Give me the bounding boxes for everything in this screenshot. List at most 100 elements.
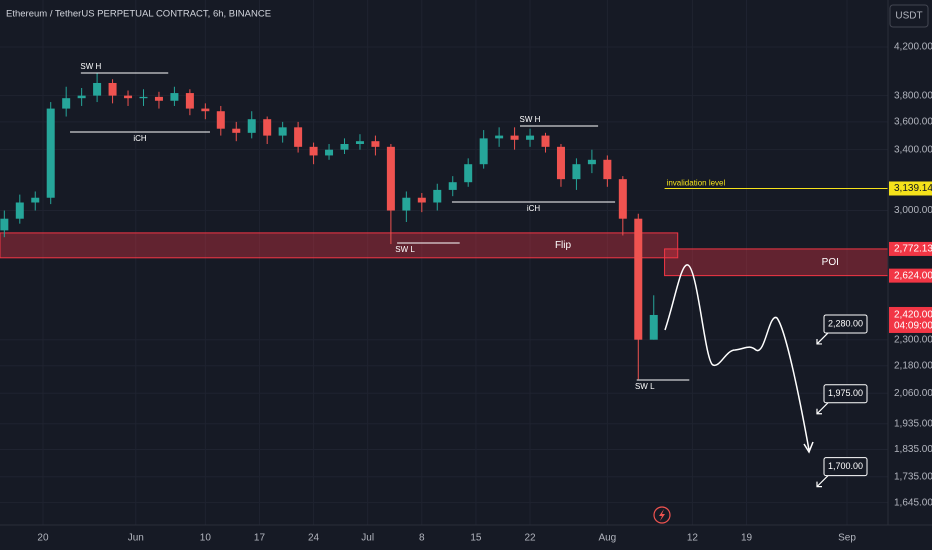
x-tick-label: 19	[741, 533, 753, 544]
candle-body	[77, 95, 86, 99]
zone-price-label: 2,624.00	[894, 270, 932, 281]
candle-body	[325, 149, 334, 156]
swing-label: iCH	[527, 204, 541, 213]
candle-body	[15, 202, 24, 219]
candle-body	[371, 141, 380, 147]
candle-body	[294, 127, 303, 147]
candle-body	[0, 218, 9, 231]
candle-body	[556, 146, 565, 180]
y-tick-label: 1,935.00	[894, 418, 932, 429]
candle-body	[587, 159, 596, 165]
countdown-label: 04:09:00	[894, 321, 932, 332]
candle-body	[201, 108, 210, 112]
target-box	[823, 457, 868, 477]
candle-body	[62, 98, 71, 109]
candle-body	[232, 128, 241, 133]
candle-body	[216, 111, 225, 129]
y-tick-label: 1,735.00	[894, 471, 932, 482]
zone-price-box	[889, 268, 932, 283]
target-arrow	[816, 402, 829, 415]
zones: Flip POI	[0, 232, 889, 277]
zone	[0, 232, 679, 259]
swing-label: SW H	[520, 115, 541, 124]
target-box	[823, 314, 868, 334]
candle-body	[355, 141, 364, 144]
candle-body	[139, 96, 148, 99]
candle-body	[46, 108, 55, 198]
candle-body	[448, 182, 457, 190]
swing-label: SW H	[80, 62, 101, 71]
target-arrowhead	[816, 408, 822, 415]
grid	[0, 0, 888, 525]
zone-label: Flip	[555, 240, 572, 251]
candle-body	[618, 179, 627, 219]
candle-body	[124, 95, 133, 99]
y-tick-label: 2,180.00	[894, 360, 932, 371]
x-tick-label: Sep	[838, 533, 856, 544]
x-tick-label: Aug	[598, 533, 616, 544]
y-tick-label: 2,060.00	[894, 388, 932, 399]
x-tick-label: 10	[200, 533, 212, 544]
candle-body	[541, 135, 550, 147]
level-name: invalidation level	[667, 179, 726, 188]
candle-body	[278, 127, 287, 136]
last-price-box	[889, 306, 932, 333]
candle-body	[263, 119, 272, 136]
x-tick-label: 20	[37, 533, 49, 544]
target-arrowhead	[816, 481, 822, 488]
projection-path	[664, 264, 810, 451]
zone-price-label: 2,772.13	[894, 244, 932, 255]
y-tick-label: 2,300.00	[894, 334, 932, 345]
candle-body	[402, 197, 411, 211]
zone-price-box	[889, 241, 932, 256]
level-price-label: 3,139.14	[894, 183, 932, 194]
x-tick-label: 12	[687, 533, 699, 544]
candle-body	[433, 189, 442, 203]
candle-body	[649, 314, 658, 340]
target-arrow	[816, 332, 829, 345]
x-tick-label: 22	[524, 533, 536, 544]
x-tick-label: 17	[254, 533, 266, 544]
unit-button[interactable]	[889, 4, 929, 28]
y-tick-label: 3,400.00	[894, 144, 932, 155]
candle-body	[464, 164, 473, 183]
annotations: SW H iCH SW L SW H iCH SW L invalidation level…	[70, 62, 888, 488]
x-tick-label: 8	[419, 533, 425, 544]
candle-body	[170, 93, 179, 101]
candle-body	[495, 135, 504, 139]
target-label: 1,975.00	[828, 388, 863, 398]
candle-body	[154, 96, 163, 101]
x-tick-label: 24	[308, 533, 320, 544]
candle-body	[526, 135, 535, 140]
target-box	[823, 384, 868, 404]
candle-body	[603, 159, 612, 180]
zone-label: POI	[822, 257, 839, 268]
y-tick-label: 1,835.00	[894, 444, 932, 455]
candle-body	[185, 93, 194, 109]
y-tick-label: 3,800.00	[894, 90, 932, 101]
y-tick-label: 1,645.00	[894, 497, 932, 508]
last-price-label: 2,420.00	[894, 310, 932, 321]
candle-body	[479, 138, 488, 165]
candle-body	[572, 164, 581, 180]
candle-body	[247, 119, 256, 133]
candle-body	[108, 82, 117, 96]
candle-body	[340, 143, 349, 150]
candle-body	[417, 197, 426, 203]
candle-body	[510, 135, 519, 140]
candle-body	[31, 197, 40, 203]
x-tick-label: Jul	[361, 533, 374, 544]
projection-arrowhead	[803, 441, 814, 454]
swing-label: SW L	[395, 245, 415, 254]
target-arrow	[816, 475, 829, 488]
candle-body	[386, 146, 395, 211]
level-price-box	[889, 181, 932, 196]
target-label: 1,700.00	[828, 461, 863, 471]
candle-body	[309, 146, 318, 156]
target-label: 2,280.00	[828, 318, 863, 328]
event-icon[interactable]	[653, 506, 671, 524]
candle-body	[634, 218, 643, 340]
swing-label: SW L	[635, 382, 655, 391]
